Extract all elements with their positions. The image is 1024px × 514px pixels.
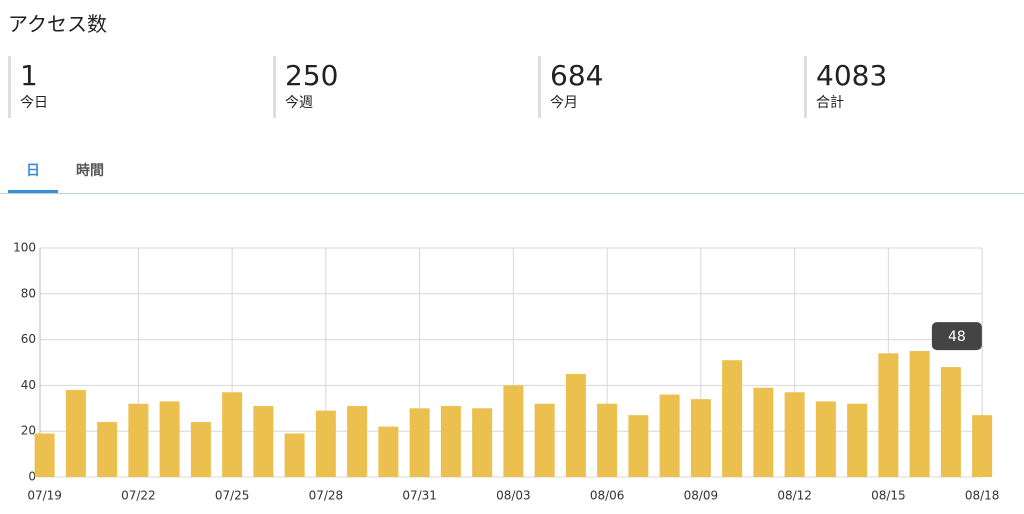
bar [222, 392, 243, 477]
bar [284, 433, 305, 477]
bar [34, 433, 55, 477]
bar [315, 410, 336, 477]
stat: 4083 合計 [804, 56, 1024, 118]
bar [65, 389, 86, 477]
bar [972, 415, 993, 477]
bar [940, 367, 961, 477]
bar [565, 373, 586, 477]
x-tick-label: 07/31 [402, 489, 437, 503]
bar [815, 401, 836, 477]
stat-value: 250 [285, 59, 339, 92]
bar [347, 406, 368, 477]
bar [472, 408, 493, 477]
y-tick-label: 40 [21, 378, 36, 392]
bar [597, 403, 618, 477]
stat-value: 4083 [816, 59, 888, 92]
bar [159, 401, 180, 477]
bar [878, 353, 899, 477]
bar [784, 392, 805, 477]
tab[interactable]: 日 [8, 160, 58, 193]
x-tick-label: 08/15 [871, 489, 906, 503]
y-tick-label: 80 [21, 286, 36, 300]
tooltip-value: 48 [948, 329, 966, 345]
stat: 684 今月 [538, 56, 793, 118]
stat-label: 今週 [285, 95, 313, 111]
x-tick-label: 07/25 [215, 489, 250, 503]
y-tick-label: 20 [21, 424, 36, 438]
stat: 1 今日 [8, 56, 263, 118]
y-tick-label: 100 [13, 241, 36, 255]
tab[interactable]: 時間 [76, 163, 104, 179]
bar [659, 394, 680, 477]
stat-value: 1 [20, 59, 38, 92]
x-tick-label: 07/22 [121, 489, 156, 503]
x-tick-label: 08/18 [965, 489, 1000, 503]
bar [97, 422, 118, 477]
bar [409, 408, 430, 477]
tab-bar: 日 時間 [0, 150, 1024, 194]
y-tick-label: 60 [21, 332, 36, 346]
bar [753, 387, 774, 477]
bar [378, 426, 399, 477]
x-tick-label: 08/09 [684, 489, 719, 503]
page-title: アクセス数 [8, 12, 107, 36]
bar [503, 385, 524, 477]
stat-label: 合計 [816, 95, 844, 111]
x-tick-label: 07/28 [309, 489, 344, 503]
bar [847, 403, 868, 477]
x-tick-label: 08/06 [590, 489, 625, 503]
x-tick-label: 08/12 [777, 489, 812, 503]
stat-value: 684 [550, 59, 604, 92]
x-tick-label: 07/19 [27, 489, 62, 503]
bar [909, 351, 930, 477]
stat-label: 今月 [550, 95, 578, 111]
bar [128, 403, 149, 477]
bar [722, 360, 743, 477]
bar [190, 422, 211, 477]
bar [628, 415, 649, 477]
stat: 250 今週 [273, 56, 528, 118]
bar [440, 406, 461, 477]
bar [253, 406, 274, 477]
bar [534, 403, 555, 477]
x-tick-label: 08/03 [496, 489, 531, 503]
tooltip-box [931, 322, 982, 351]
tooltip: 48 [931, 322, 982, 351]
bar [690, 399, 711, 477]
y-tick-label: 0 [28, 470, 36, 484]
stat-label: 今日 [20, 95, 48, 111]
